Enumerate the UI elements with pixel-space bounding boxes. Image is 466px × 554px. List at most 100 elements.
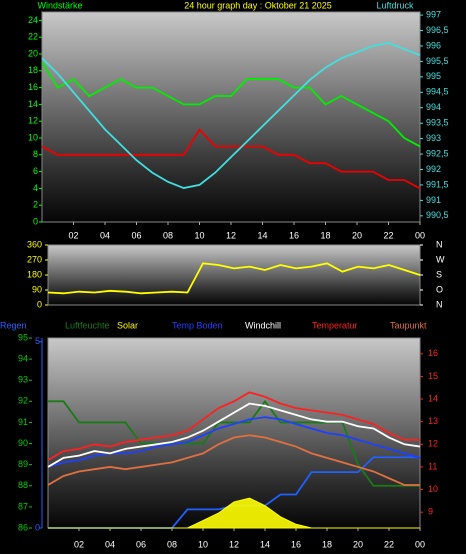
- chart-title: 24 hour graph day : Oktober 21 2025: [184, 0, 332, 10]
- x-tick-label: 02: [68, 230, 78, 240]
- y2-tick-label: 10: [428, 484, 438, 494]
- series-line: [47, 434, 420, 486]
- x-tick-label: 00: [415, 230, 425, 240]
- x-tick-label: 08: [167, 539, 177, 549]
- series-line: [47, 402, 421, 468]
- x-tick-label: 08: [163, 230, 173, 240]
- legend-entry: Temp Boden: [172, 320, 223, 330]
- series-line: [47, 391, 420, 461]
- y-tick-label: 22: [28, 32, 38, 42]
- legend-entry: Taupunkt: [390, 320, 427, 330]
- x-tick-label: 20: [353, 539, 363, 549]
- plot-background: [48, 338, 420, 528]
- x-tick-label: 22: [383, 230, 393, 240]
- y2-tick-label: 995,5: [426, 56, 449, 66]
- y-tick-label: 92: [18, 396, 28, 406]
- y2-tick-label: 994: [426, 102, 441, 112]
- y-tick-label: 0: [33, 216, 38, 226]
- y-tick-label: 18: [28, 65, 38, 75]
- y-tick-label: 0: [37, 299, 42, 309]
- legend-entry: Windchill: [245, 320, 281, 330]
- y2-tick-label: 992,5: [426, 148, 449, 158]
- x-tick-label: 14: [257, 230, 267, 240]
- y-tick-label: 90: [18, 438, 28, 448]
- x-tick-label: 10: [198, 539, 208, 549]
- x-tick-label: 06: [131, 230, 141, 240]
- legend-entry: Temperatur: [312, 320, 358, 330]
- y2-tick-label: 9: [428, 507, 433, 517]
- y-tick-label: 24: [28, 15, 38, 25]
- y-tick-label: 88: [18, 480, 28, 490]
- y3-tick-label: 0: [35, 522, 40, 532]
- x-tick-label: 16: [289, 230, 299, 240]
- y-tick-label: 86: [18, 522, 28, 532]
- y2-tick-label: 996,5: [426, 25, 449, 35]
- y2-tick-label: 996: [426, 40, 441, 50]
- y2-tick-label: 15: [428, 371, 438, 381]
- y-tick-label: 90: [32, 284, 42, 294]
- y2-tick-label: 993,5: [426, 118, 449, 128]
- y2-tick-label: W: [436, 254, 445, 264]
- y2-tick-label: S: [436, 269, 442, 279]
- plot-background: [42, 12, 420, 222]
- y-tick-label: 95: [18, 332, 28, 342]
- y-tick-label: 94: [18, 353, 28, 363]
- y2-tick-label: 16: [428, 348, 438, 358]
- solar-area: [48, 497, 420, 529]
- y-tick-label: 91: [18, 417, 28, 427]
- y2-axis-label: Luftdruck: [376, 0, 414, 10]
- legend-entry: Regen: [0, 320, 27, 330]
- legend-entry: Luftfeuchte: [65, 320, 110, 330]
- y2-tick-label: N: [436, 239, 443, 249]
- series-line: [41, 128, 421, 190]
- y-tick-label: 270: [27, 254, 42, 264]
- y-tick-label: 12: [28, 116, 38, 126]
- y2-tick-label: O: [436, 284, 443, 294]
- y2-tick-label: 995: [426, 71, 441, 81]
- y-tick-label: 16: [28, 82, 38, 92]
- plot-background: [48, 245, 420, 305]
- legend-entry: Solar: [117, 320, 138, 330]
- y-tick-label: 93: [18, 375, 28, 385]
- x-tick-label: 04: [105, 539, 115, 549]
- y-tick-label: 360: [27, 239, 42, 249]
- x-tick-label: 12: [226, 230, 236, 240]
- y2-tick-label: 14: [428, 393, 438, 403]
- y2-tick-label: 990,5: [426, 210, 449, 220]
- y-tick-label: 20: [28, 48, 38, 58]
- y3-tick-label: 5: [35, 336, 40, 346]
- y2-tick-label: 991,5: [426, 179, 449, 189]
- y2-tick-label: N: [436, 299, 443, 309]
- y-tick-label: 10: [28, 132, 38, 142]
- y2-tick-label: 997: [426, 9, 441, 19]
- x-tick-label: 18: [322, 539, 332, 549]
- x-tick-label: 14: [260, 539, 270, 549]
- x-tick-label: 04: [100, 230, 110, 240]
- x-tick-label: 06: [136, 539, 146, 549]
- x-tick-label: 20: [352, 230, 362, 240]
- y-tick-label: 87: [18, 501, 28, 511]
- y2-tick-label: 994,5: [426, 87, 449, 97]
- x-tick-label: 10: [194, 230, 204, 240]
- x-tick-label: 18: [320, 230, 330, 240]
- y-tick-label: 4: [33, 183, 38, 193]
- series-line: [47, 262, 421, 295]
- x-tick-label: 22: [384, 539, 394, 549]
- series-line: [48, 399, 420, 487]
- y-tick-label: 14: [28, 99, 38, 109]
- y-tick-label: 89: [18, 459, 28, 469]
- x-tick-label: 16: [291, 539, 301, 549]
- y2-tick-label: 992: [426, 164, 441, 174]
- series-line: [41, 41, 421, 189]
- series-line: [41, 61, 421, 148]
- y2-tick-label: 11: [428, 461, 437, 471]
- y2-tick-label: 13: [428, 416, 438, 426]
- y2-tick-label: 993: [426, 133, 441, 143]
- y-axis-label: Windstärke: [37, 0, 82, 10]
- y-tick-label: 2: [33, 200, 38, 210]
- x-tick-label: 12: [229, 539, 239, 549]
- y-tick-label: 6: [33, 166, 38, 176]
- y2-tick-label: 12: [428, 439, 438, 449]
- y-tick-label: 180: [27, 269, 42, 279]
